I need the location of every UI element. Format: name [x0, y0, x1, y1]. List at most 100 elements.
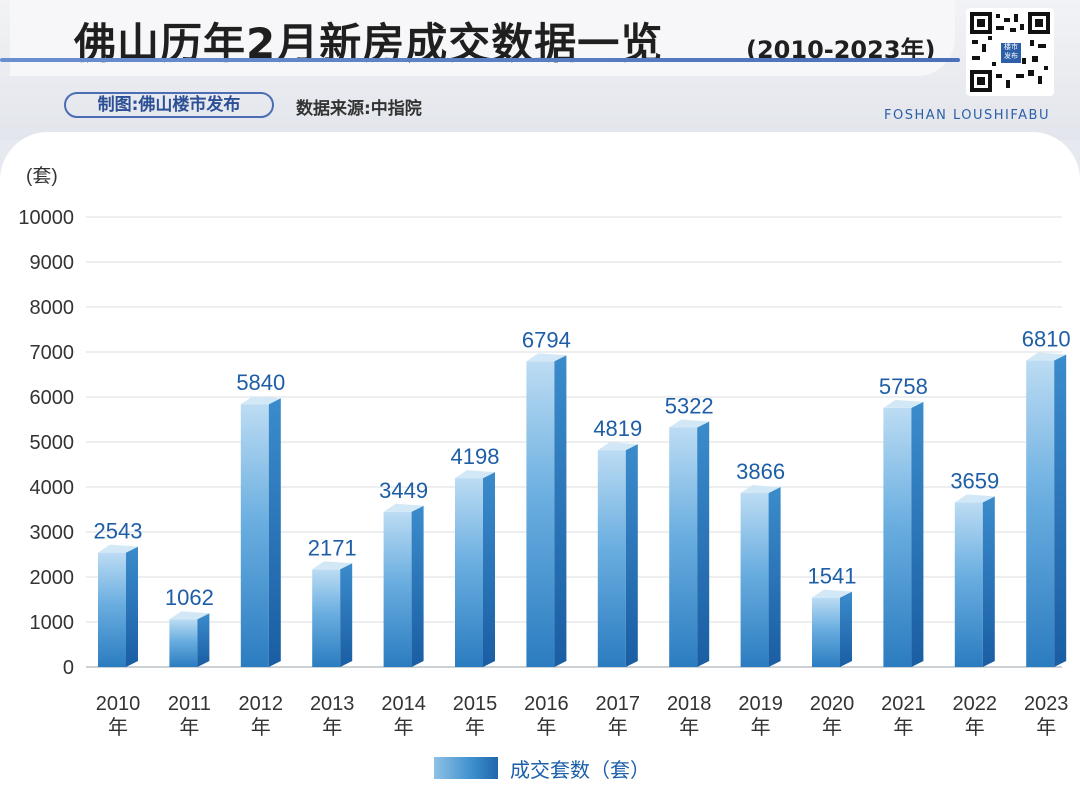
bar-side	[126, 546, 138, 667]
data-label: 5840	[236, 370, 285, 395]
data-label: 6810	[1022, 327, 1071, 352]
x-tick-year: 2016	[524, 693, 569, 715]
x-tick-label: 2018 年	[667, 693, 712, 739]
x-tick-year: 2023	[1024, 693, 1069, 715]
x-tick-year: 2012	[239, 693, 284, 715]
data-label: 5322	[665, 394, 714, 419]
data-label: 5758	[879, 374, 928, 399]
x-tick-label: 2012 年	[239, 693, 284, 739]
header-band: 佛山历年2月新房成交数据一览 (2010-2023年) 制图:佛山楼市发布 数据…	[0, 0, 1080, 140]
bar	[312, 561, 353, 667]
bar	[455, 470, 495, 667]
qr-center-logo: 楼市发布	[1000, 42, 1022, 64]
bar-cap	[312, 561, 353, 570]
bar-front	[597, 450, 626, 667]
x-tick-suffix: 年	[322, 716, 342, 739]
bar-side	[554, 355, 567, 667]
qr-pattern	[970, 12, 1050, 92]
x-tick-label: 2023 年	[1024, 693, 1069, 739]
bar-side	[268, 398, 281, 667]
title-accent-line	[0, 58, 960, 62]
bar-cap	[526, 353, 567, 362]
x-tick-suffix: 年	[822, 716, 842, 739]
x-tick-suffix: 年	[179, 716, 199, 739]
x-tick-year: 2015	[453, 693, 498, 715]
data-label: 3659	[950, 468, 999, 493]
data-source: 数据来源:中指院	[296, 99, 422, 119]
x-tick-year: 2011	[168, 693, 211, 715]
bar	[812, 589, 852, 667]
bar-front	[98, 552, 126, 667]
x-tick-year: 2010	[96, 693, 141, 715]
data-label: 1062	[165, 585, 214, 610]
y-tick-label: 10000	[18, 207, 74, 229]
bar-front	[954, 502, 983, 667]
y-tick-label: 8000	[30, 297, 75, 319]
bar-side	[982, 496, 995, 667]
legend-label: 成交套数（套）	[510, 757, 650, 782]
data-label: 2543	[94, 519, 143, 544]
bar-front	[883, 407, 912, 667]
bar-cap	[455, 470, 495, 479]
x-tick-label: 2017 年	[596, 693, 641, 739]
brand-wordmark: FOSHAN LOUSHIFABU	[884, 108, 1050, 123]
legend-swatch	[434, 757, 498, 779]
x-tick-suffix: 年	[893, 716, 913, 739]
x-tick-year: 2020	[810, 693, 855, 715]
x-tick-suffix: 年	[536, 716, 556, 739]
bar-cap	[954, 494, 995, 503]
x-tick-suffix: 年	[1036, 716, 1056, 739]
x-tick-label: 2022 年	[953, 693, 998, 739]
maker-badge: 制图:佛山楼市发布	[64, 92, 274, 118]
y-tick-label: 3000	[30, 522, 75, 544]
bar	[597, 442, 638, 667]
bar-front	[455, 478, 483, 667]
y-axis-label: (套)	[26, 165, 58, 187]
y-tick-label: 2000	[30, 567, 75, 589]
x-tick-year: 2017	[596, 693, 641, 715]
x-tick-suffix: 年	[965, 716, 985, 739]
data-label: 2171	[308, 535, 357, 560]
x-tick-year: 2021	[881, 693, 926, 715]
bar	[740, 485, 781, 667]
x-tick-year: 2014	[381, 693, 426, 715]
x-tick-label: 2016 年	[524, 693, 569, 739]
bar-side	[340, 563, 353, 667]
bar-side	[697, 421, 710, 667]
bar-front	[740, 493, 769, 667]
bar	[1026, 352, 1067, 667]
bar-side	[911, 401, 924, 667]
x-tick-suffix: 年	[608, 716, 628, 739]
x-tick-label: 2014 年	[381, 693, 426, 739]
x-tick-year: 2018	[667, 693, 712, 715]
data-label: 3449	[379, 478, 428, 503]
bar-cap	[597, 442, 638, 451]
bar	[883, 399, 924, 667]
x-tick-label: 2013 年	[310, 693, 355, 739]
qr-code-icon[interactable]: 楼市发布	[966, 8, 1054, 96]
bar-front	[669, 427, 698, 667]
legend: 成交套数（套）	[434, 754, 650, 782]
bar-side	[840, 591, 852, 667]
y-tick-label: 4000	[30, 477, 75, 499]
bar-side	[197, 613, 210, 667]
x-tick-year: 2013	[310, 693, 355, 715]
y-tick-labels: 0 1000 2000 3000 4000 5000 6000 7000 8000 9000 100…	[18, 207, 74, 679]
bar-cap	[383, 503, 424, 512]
x-tick-suffix: 年	[108, 716, 128, 739]
x-tick-label: 2015 年	[453, 693, 498, 739]
x-tick-suffix: 年	[394, 716, 414, 739]
y-tick-label: 5000	[30, 432, 75, 454]
bar-front	[1026, 360, 1055, 667]
bar-cap	[1026, 352, 1067, 361]
bar-cap	[812, 589, 852, 598]
bar-front	[383, 511, 412, 667]
x-tick-label: 2011 年	[168, 693, 211, 739]
bar-side	[483, 472, 495, 667]
x-tick-suffix: 年	[751, 716, 771, 739]
bar-front	[169, 619, 198, 667]
x-tick-label: 2019 年	[738, 693, 783, 739]
y-tick-label: 6000	[30, 387, 75, 409]
title-panel: 佛山历年2月新房成交数据一览 (2010-2023年)	[10, 0, 955, 76]
